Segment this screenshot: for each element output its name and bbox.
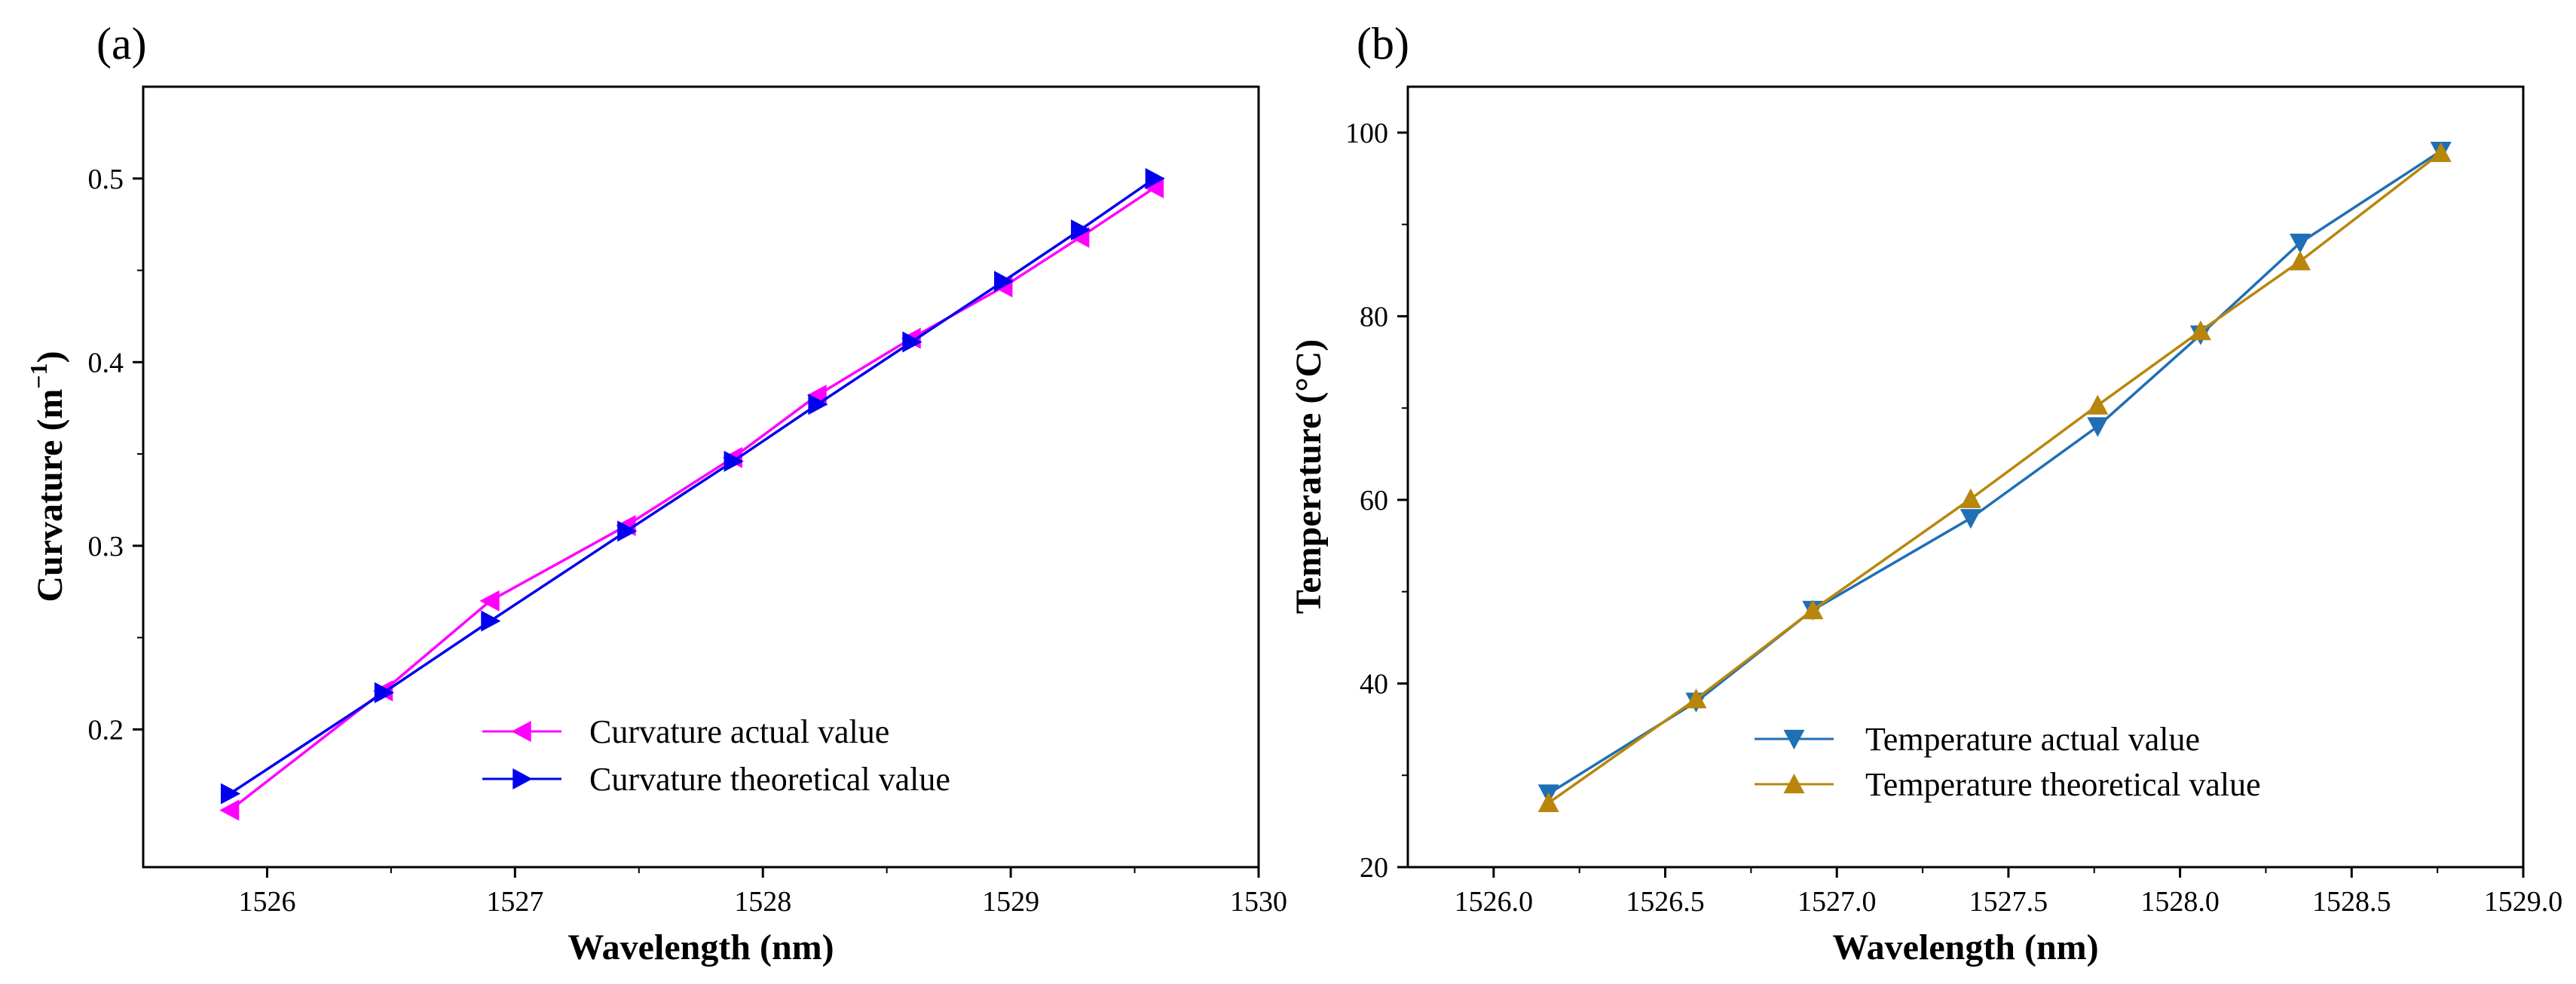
data-point-marker (808, 394, 828, 415)
temperature-y-ticks: 20 40 60 80 100 (1345, 118, 1408, 884)
x-tick-label: 1530 (1230, 886, 1287, 918)
curvature-chart: (a) 1526 1527 1528 1529 1530 0.2 0.3 0.4 0.5 Wa… (25, 19, 1287, 967)
x-tick-label: 1526.5 (1626, 886, 1705, 918)
curvature-plot-frame (142, 85, 1260, 869)
curvature-y-axis-title-main: Curvature (m (30, 389, 70, 602)
x-tick-label: 1526.0 (1455, 886, 1534, 918)
legend-marker-curvature-theoretical (512, 768, 533, 789)
data-point-marker (2430, 142, 2452, 162)
series-line-0 (1547, 149, 2442, 795)
data-point-marker (902, 331, 922, 353)
y-tick-label: 0.2 (88, 714, 124, 746)
data-point-marker (1960, 509, 1981, 529)
x-tick-label: 1528.0 (2140, 886, 2220, 918)
x-tick-label: 1529.0 (2484, 886, 2563, 918)
curvature-x-ticks: 1526 1527 1528 1529 1530 (238, 867, 1287, 918)
data-point-marker (481, 610, 501, 632)
curvature-series (219, 167, 1165, 821)
x-tick-label: 1527.5 (1969, 886, 2048, 918)
data-point-marker (2290, 233, 2311, 253)
y-tick-label: 100 (1345, 118, 1388, 149)
data-point-marker (2087, 394, 2109, 415)
temperature-x-axis-title: Wavelength (nm) (1832, 927, 2098, 967)
curvature-y-axis-title-superscript: −1 (25, 363, 52, 388)
y-tick-label: 0.5 (88, 164, 124, 195)
legend-label-curvature-actual: Curvature actual value (589, 713, 889, 750)
x-tick-label: 1526 (238, 886, 295, 918)
temperature-y-axis-title: Temperature (°C) (1289, 339, 1329, 614)
y-tick-label: 0.4 (88, 347, 124, 379)
temperature-series (1537, 142, 2452, 812)
data-point-marker (1071, 219, 1091, 241)
y-tick-label: 0.3 (88, 531, 124, 563)
legend-label-temperature-theoretical: Temperature theoretical value (1865, 766, 2261, 803)
series-line-1 (1547, 152, 2442, 805)
data-point-marker (219, 799, 240, 821)
data-point-marker (1960, 488, 1981, 508)
series-line-1 (229, 177, 1155, 795)
curvature-y-axis-title-close: ) (30, 351, 70, 363)
y-tick-label: 40 (1360, 668, 1388, 700)
data-point-marker (1537, 792, 1559, 812)
data-point-marker (994, 271, 1014, 293)
data-point-marker (479, 590, 500, 612)
data-point-marker (1802, 599, 1824, 620)
data-point-marker (220, 783, 241, 805)
legend-marker-temperature-actual (1783, 729, 1805, 749)
x-tick-label: 1528.5 (2312, 886, 2391, 918)
legend-marker-temperature-theoretical (1783, 774, 1805, 794)
series-line-0 (229, 186, 1155, 811)
y-tick-label: 20 (1360, 852, 1388, 884)
data-point-marker (1685, 688, 1707, 709)
data-point-marker (617, 520, 638, 542)
temperature-x-ticks: 1526.0 1526.5 1527.0 1527.5 1528.0 1528.5 1529… (1455, 867, 2563, 918)
panel-b-label: (b) (1357, 19, 1409, 69)
data-point-marker (2290, 250, 2311, 271)
data-point-marker (1145, 167, 1165, 189)
data-point-marker (2189, 320, 2211, 341)
data-point-marker (2087, 417, 2109, 437)
curvature-y-axis-title: Curvature (m−1) (25, 351, 70, 602)
x-tick-label: 1528 (734, 886, 791, 918)
legend-label-curvature-theoretical: Curvature theoretical value (589, 761, 950, 798)
data-point-marker (724, 450, 744, 472)
legend-label-temperature-actual: Temperature actual value (1865, 721, 2200, 758)
x-tick-label: 1527.0 (1797, 886, 1877, 918)
temperature-legend: Temperature actual value Temperature the… (1755, 721, 2261, 803)
panel-a-label: (a) (96, 19, 147, 69)
curvature-y-ticks: 0.2 0.3 0.4 0.5 (88, 164, 143, 746)
temperature-plot-frame (1406, 85, 2525, 869)
x-tick-label: 1529 (982, 886, 1039, 918)
data-point-marker (374, 682, 395, 704)
legend-marker-curvature-actual (511, 721, 531, 742)
x-tick-label: 1527 (486, 886, 543, 918)
y-tick-label: 60 (1360, 485, 1388, 517)
curvature-x-axis-title: Wavelength (nm) (568, 927, 834, 967)
y-tick-label: 80 (1360, 301, 1388, 333)
temperature-chart: (b) 1526.0 1526.5 1527.0 1527.5 1528.0 1528.5… (1289, 19, 2562, 967)
curvature-legend: Curvature actual value Curvature theoret… (482, 713, 950, 798)
data-point-marker (1143, 176, 1164, 198)
